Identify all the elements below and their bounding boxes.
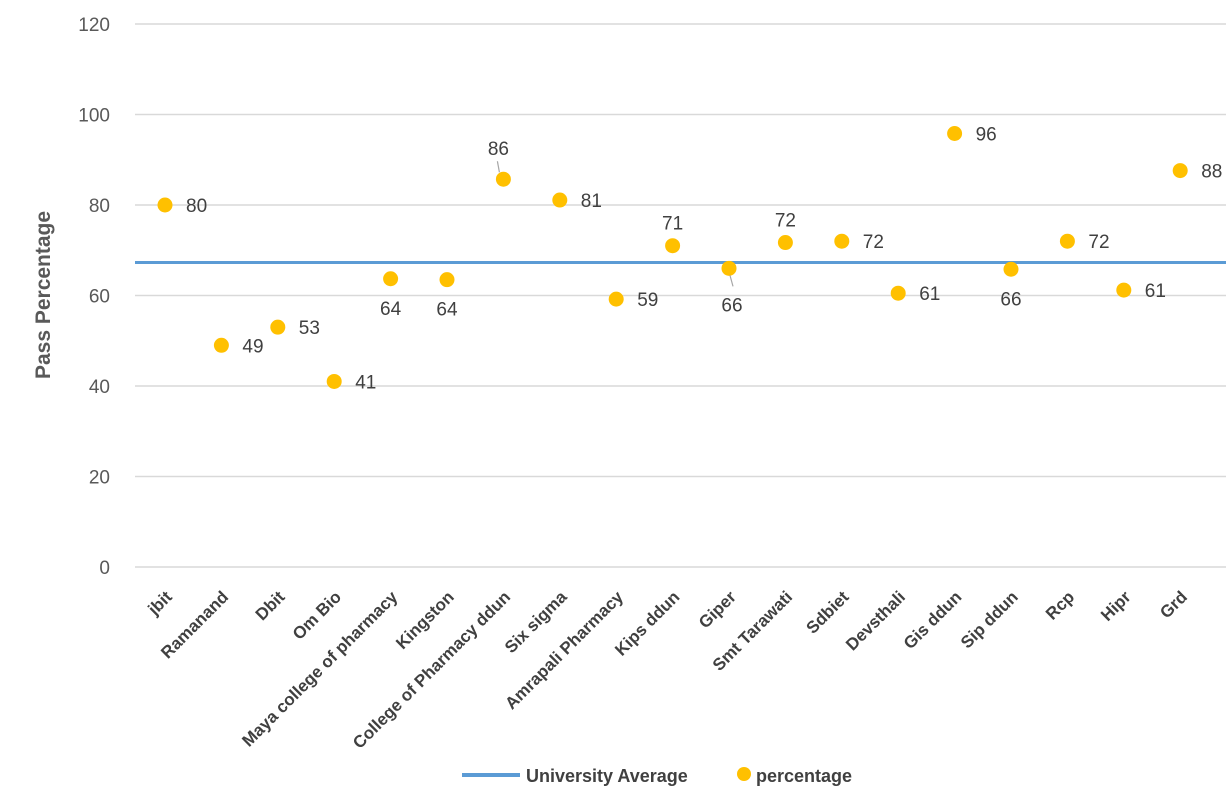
data-point	[1059, 233, 1075, 249]
x-category-label: jbit	[144, 587, 176, 619]
data-point	[608, 291, 624, 307]
data-point	[383, 271, 399, 287]
y-tick-label: 60	[89, 287, 110, 308]
data-label: 49	[242, 336, 263, 357]
data-label: 61	[919, 284, 940, 305]
legend: University Average percentage	[462, 766, 852, 786]
data-points	[157, 126, 1188, 389]
data-point	[890, 285, 906, 301]
data-label: 72	[1088, 232, 1109, 253]
data-point	[1003, 261, 1019, 277]
data-point	[326, 373, 342, 389]
y-tick-label: 20	[89, 468, 110, 489]
data-point	[495, 171, 511, 187]
data-label: 53	[299, 318, 320, 339]
legend-dot-swatch	[737, 767, 751, 781]
data-point	[439, 272, 455, 288]
x-category-label: Hipr	[1097, 587, 1135, 625]
data-label: 64	[380, 299, 402, 320]
y-axis-label: Pass Percentage	[32, 211, 55, 379]
y-tick-label: 100	[78, 106, 110, 127]
data-point	[721, 260, 737, 276]
data-point	[213, 337, 229, 353]
data-label: 72	[775, 211, 796, 232]
data-point	[777, 235, 793, 251]
x-category-label: Devsthali	[842, 587, 909, 654]
data-label: 72	[863, 232, 884, 253]
data-point	[665, 238, 681, 254]
data-label: 61	[1145, 281, 1166, 302]
leader-line	[496, 161, 500, 173]
data-label: 64	[436, 300, 458, 321]
y-tick-label: 120	[78, 15, 110, 36]
grid	[135, 23, 1226, 568]
x-category-label: Dbit	[252, 587, 289, 624]
x-category-label: Giper	[695, 587, 740, 632]
y-tick-label: 0	[99, 558, 110, 579]
data-point	[270, 319, 286, 335]
leader-line	[729, 275, 734, 287]
legend-label-university-average: University Average	[526, 766, 688, 786]
data-point	[552, 192, 568, 208]
y-tick-label: 80	[89, 196, 110, 217]
data-labels: 80 49 53 41 64 64 86 81 59 71 66 72 72 61 96 66 72 61 88	[186, 125, 1222, 394]
data-point	[1172, 163, 1188, 179]
y-tick-label: 40	[89, 377, 110, 398]
x-category-label: Sip ddun	[957, 587, 1022, 652]
data-point	[157, 197, 173, 213]
data-label: 71	[662, 214, 683, 235]
x-category-label: Sdbiet	[802, 587, 852, 637]
data-point	[947, 126, 963, 142]
x-category-label: Rcp	[1042, 587, 1078, 623]
data-label: 66	[1000, 289, 1021, 310]
data-label: 88	[1201, 162, 1222, 183]
data-label: 66	[721, 295, 742, 316]
data-point	[834, 233, 850, 249]
data-point	[1116, 282, 1132, 298]
data-label: 80	[186, 196, 207, 217]
data-label: 81	[581, 191, 602, 212]
data-label: 59	[637, 290, 658, 311]
data-label: 86	[488, 139, 509, 160]
y-axis-ticks: 0 20 40 60 80 100 120	[78, 15, 110, 579]
x-category-label: Om Bio	[289, 587, 345, 643]
data-label: 96	[976, 125, 997, 146]
x-category-label: Grd	[1156, 587, 1191, 622]
x-category-label: Gis ddun	[900, 587, 966, 653]
data-label: 41	[355, 372, 376, 393]
legend-label-percentage: percentage	[756, 766, 852, 786]
